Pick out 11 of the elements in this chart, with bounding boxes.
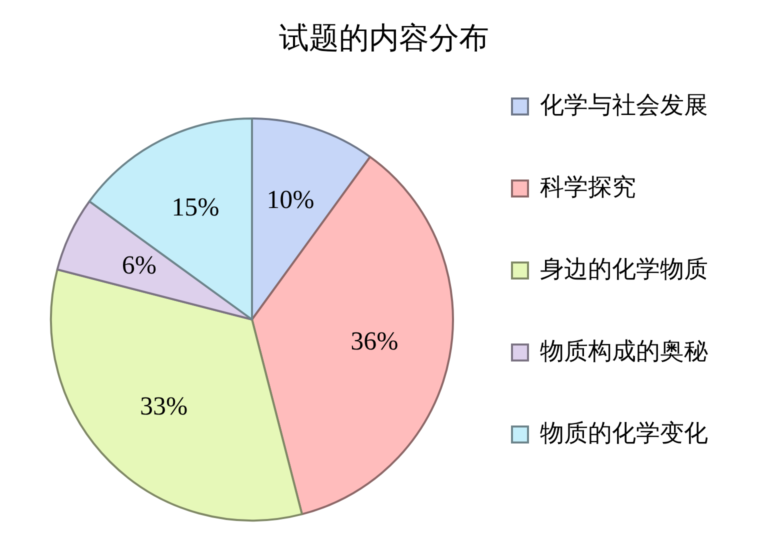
data-label: 6%: [122, 250, 157, 280]
data-label: 15%: [172, 192, 220, 222]
data-label: 36%: [350, 326, 398, 356]
data-label: 33%: [140, 391, 188, 420]
legend-label: 物质的化学变化: [540, 420, 708, 447]
legend-label: 身边的化学物质: [540, 256, 708, 283]
legend-label: 物质构成的奥秘: [540, 338, 708, 365]
data-label: 10%: [266, 184, 314, 214]
legend-label: 化学与社会发展: [540, 92, 708, 119]
chart-title: 试题的内容分布: [279, 22, 489, 55]
legend-label: 科学探究: [540, 174, 636, 201]
